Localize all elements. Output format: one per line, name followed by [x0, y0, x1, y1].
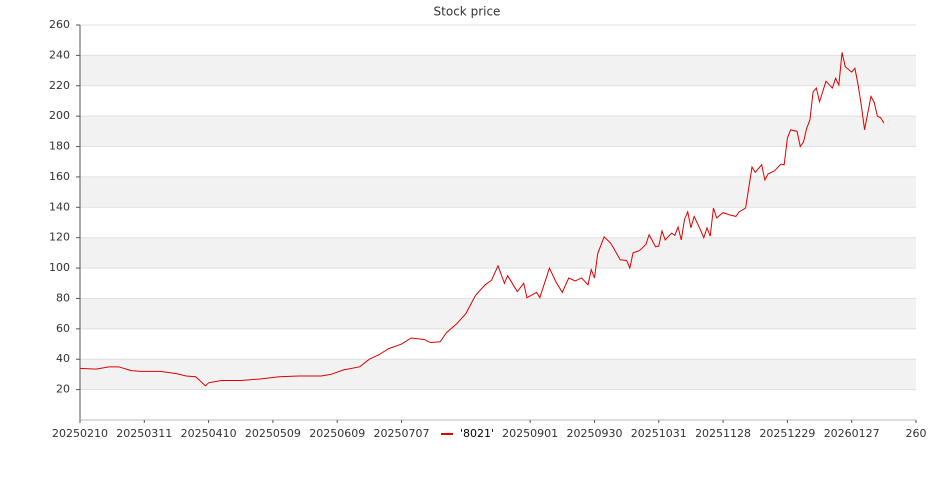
y-tick-label: 120 [49, 231, 70, 244]
x-tick-label: 20250311 [116, 427, 172, 440]
x-tick-label: 20251031 [631, 427, 687, 440]
y-tick-label: 160 [49, 170, 70, 183]
y-tick-label: 220 [49, 79, 70, 92]
y-tick-label: 40 [56, 352, 70, 365]
legend-label: '8021' [460, 427, 494, 440]
grid-band [80, 359, 916, 390]
y-tick-label: 200 [49, 109, 70, 122]
x-tick-label: 20260127 [824, 427, 880, 440]
x-tick-label: 20250509 [245, 427, 301, 440]
x-tick-label: 20251229 [759, 427, 815, 440]
y-tick-label: 260 [49, 18, 70, 31]
y-tick-label: 80 [56, 291, 70, 304]
grid-band [80, 116, 916, 147]
y-tick-label: 180 [49, 140, 70, 153]
chart-title: Stock price [434, 5, 501, 19]
legend-marker-bg [437, 426, 499, 442]
grid-band [80, 237, 916, 269]
y-tick-label: 100 [49, 261, 70, 274]
x-tick-label: 260 [906, 427, 927, 440]
grid-band [80, 298, 916, 329]
x-tick-label: 20250410 [181, 427, 237, 440]
y-tick-label: 20 [56, 383, 70, 396]
x-tick-label: 20250930 [566, 427, 622, 440]
x-tick-label: 20250210 [52, 427, 108, 440]
x-tick-label: 20250901 [502, 427, 558, 440]
grid-band [80, 55, 916, 86]
x-tick-label: 20250609 [309, 427, 365, 440]
x-tick-label: 20251128 [695, 427, 751, 440]
grid-band [80, 176, 916, 208]
price-line [79, 52, 885, 387]
x-tick-label: 20250707 [374, 427, 430, 440]
y-tick-label: 240 [49, 48, 70, 61]
y-tick-label: 60 [56, 322, 70, 335]
y-tick-label: 140 [49, 200, 70, 213]
